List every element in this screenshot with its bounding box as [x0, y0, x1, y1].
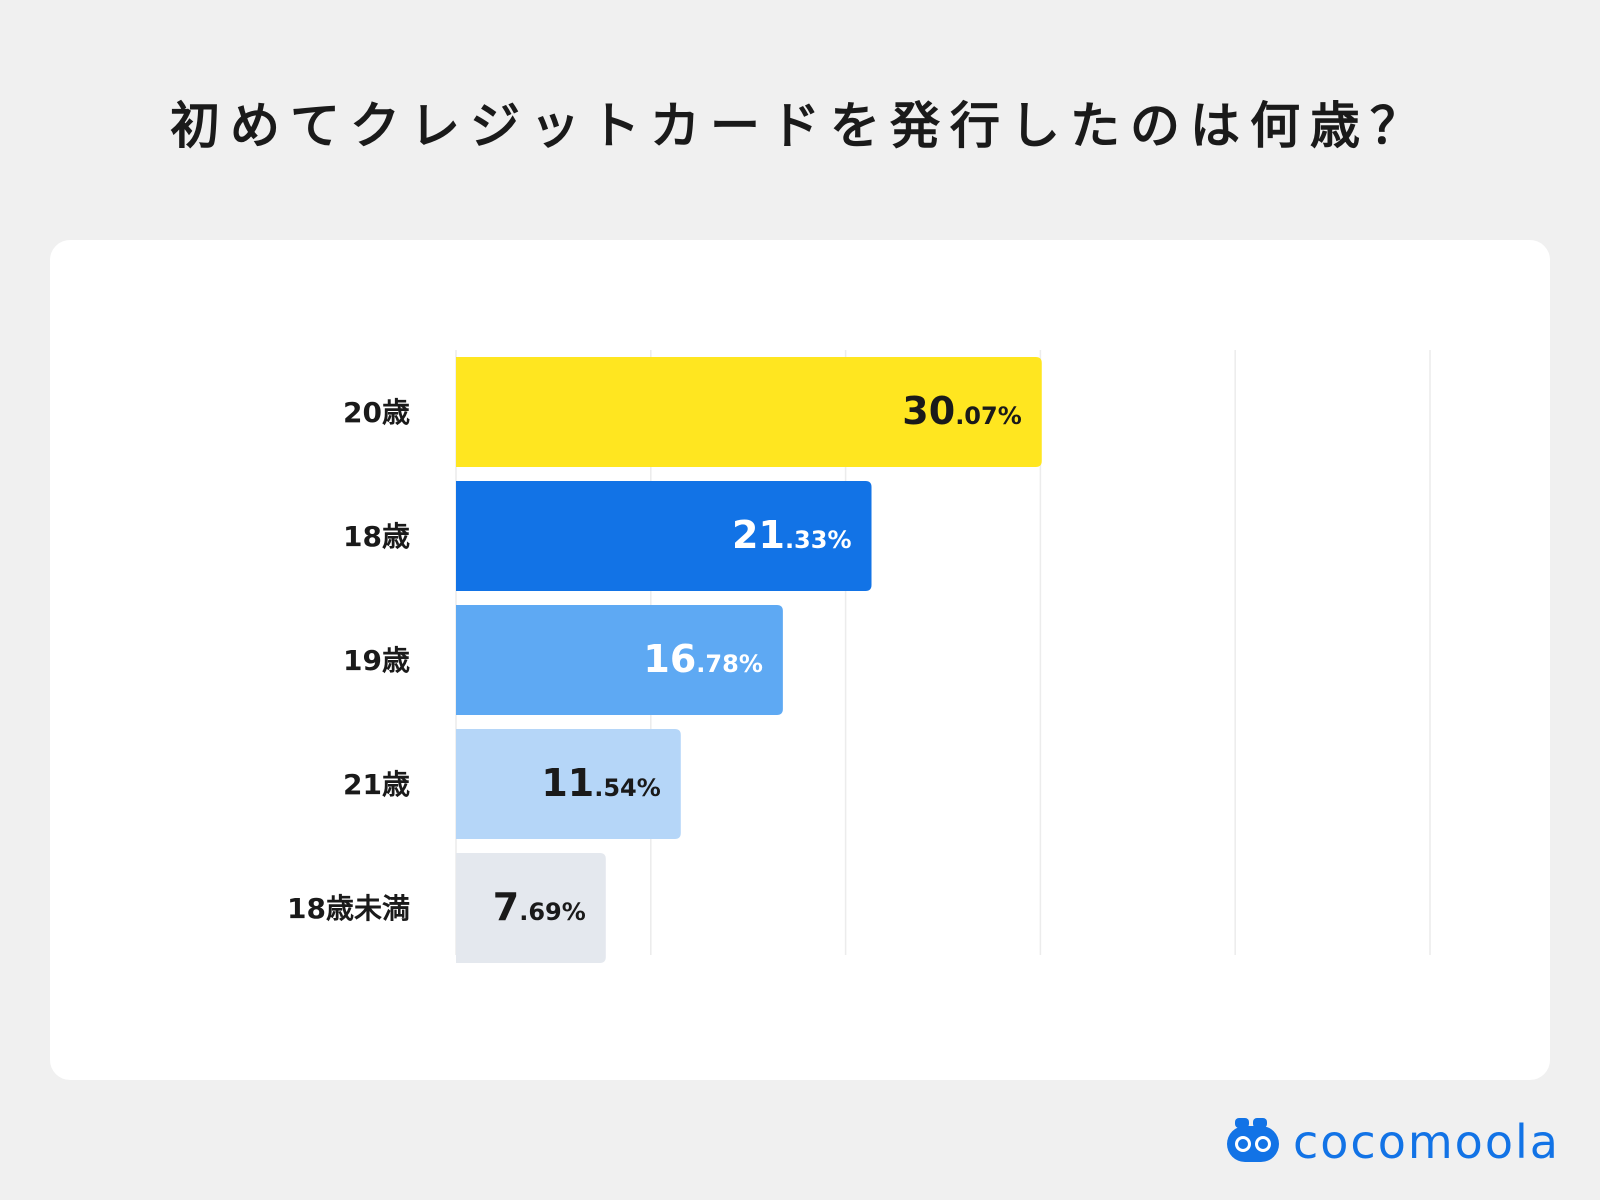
- category-label-2: 19歳: [343, 644, 410, 677]
- cocomoola-logo-icon: [1227, 1118, 1279, 1162]
- category-label-4: 18歳未満: [287, 892, 410, 925]
- bar-0: [456, 357, 1042, 467]
- category-label-1: 18歳: [343, 520, 410, 553]
- value-label-1: 21.33%: [732, 513, 851, 557]
- value-label-dec-1: .33%: [785, 526, 852, 554]
- value-label-2: 16.78%: [643, 637, 762, 681]
- category-label-3: 21歳: [343, 768, 410, 801]
- value-label-3: 11.54%: [541, 761, 660, 805]
- bar-1: [456, 481, 872, 591]
- value-label-dec-2: .78%: [696, 650, 763, 678]
- bar-4: [456, 853, 606, 963]
- value-label-int-1: 21: [732, 513, 785, 557]
- value-label-4: 7.69%: [493, 885, 586, 929]
- value-label-int-2: 16: [643, 637, 696, 681]
- category-label-0: 20歳: [343, 396, 410, 429]
- value-label-int-0: 30: [902, 389, 955, 433]
- value-label-0: 30.07%: [902, 389, 1021, 433]
- bar-chart: 20歳 30.07% 18歳 21.33% 19歳 16.78% 21歳 11.54% 18歳未…: [287, 350, 1431, 963]
- value-label-dec-3: .54%: [594, 774, 661, 802]
- cocomoola-logo: cocomoola: [1225, 1112, 1558, 1172]
- bar-2: [456, 605, 783, 715]
- chart-card: 20歳 30.07% 18歳 21.33% 19歳 16.78% 21歳 11.54% 18歳未…: [50, 240, 1550, 1080]
- value-label-dec-4: .69%: [519, 898, 586, 926]
- chart-title: 初めてクレジットカードを発行したのは何歳？: [170, 97, 1430, 155]
- value-label-int-4: 7: [493, 885, 519, 929]
- value-label-dec-0: .07%: [955, 402, 1022, 430]
- value-label-int-3: 11: [541, 761, 594, 805]
- bar-3: [456, 729, 681, 839]
- logo-text: cocomoola: [1293, 1115, 1560, 1169]
